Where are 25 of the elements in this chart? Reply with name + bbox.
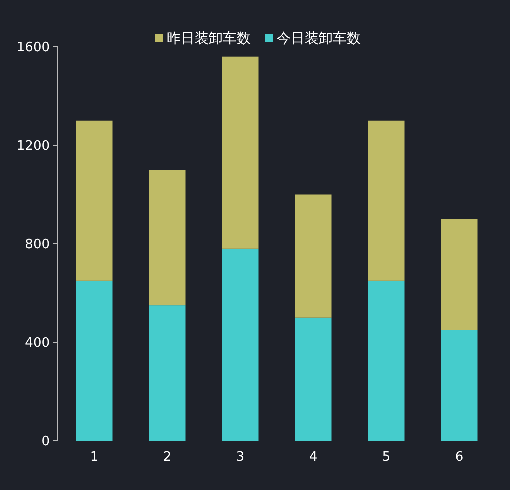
x-tick-label: 6 bbox=[455, 450, 464, 465]
y-tick-label: 400 bbox=[25, 336, 50, 352]
bar bbox=[222, 56, 259, 249]
bar bbox=[149, 170, 186, 306]
bar bbox=[295, 318, 332, 441]
x-tick-label: 2 bbox=[163, 450, 172, 465]
x-tick-label: 4 bbox=[309, 450, 318, 465]
legend-label: 昨日装卸车数 bbox=[167, 30, 251, 47]
x-tick-label: 1 bbox=[90, 450, 99, 465]
y-tick-label: 1600 bbox=[16, 40, 50, 56]
bar bbox=[441, 330, 478, 441]
x-tick-label: 3 bbox=[236, 450, 245, 465]
bar bbox=[76, 280, 113, 441]
bar bbox=[76, 120, 113, 281]
y-tick-label: 0 bbox=[42, 434, 50, 450]
y-tick-label: 1200 bbox=[16, 139, 50, 154]
bar bbox=[441, 219, 478, 330]
x-tick-label: 5 bbox=[382, 450, 391, 465]
legend-label: 今日装卸车数 bbox=[277, 30, 361, 47]
y-tick-label: 800 bbox=[25, 238, 50, 253]
bar bbox=[368, 280, 405, 441]
bar bbox=[368, 120, 405, 281]
bar bbox=[149, 306, 186, 441]
bar bbox=[295, 194, 332, 318]
bar bbox=[222, 248, 259, 441]
